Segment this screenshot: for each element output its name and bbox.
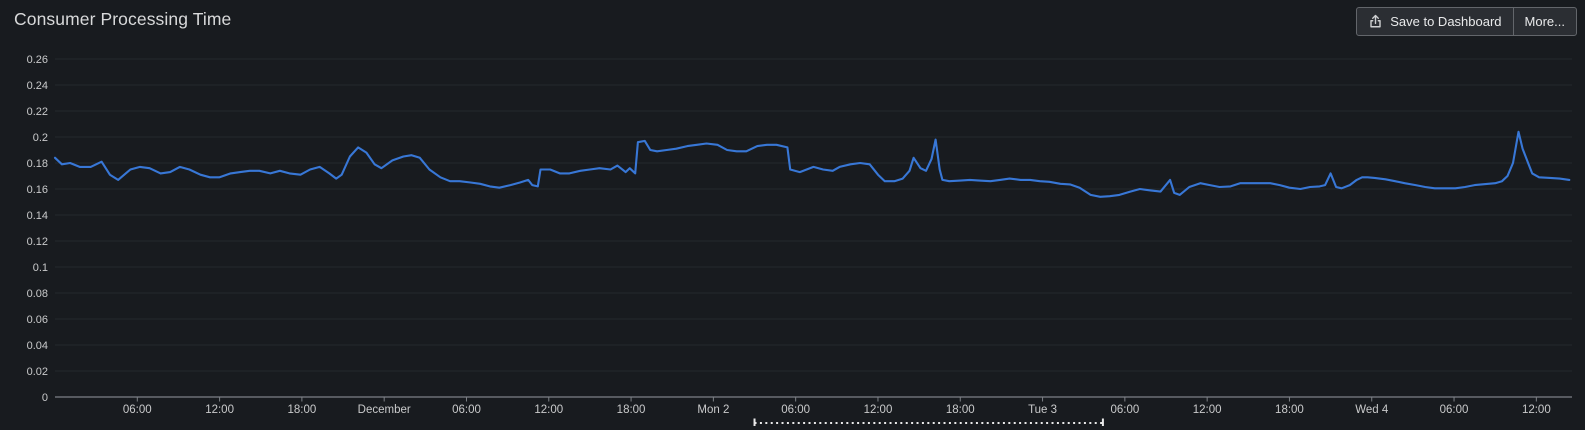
series-line [53, 130, 1571, 198]
upload-icon [1368, 14, 1383, 29]
y-tick-label: 0.24 [27, 80, 48, 92]
panel-header: Consumer Processing Time Save to Dashboa… [0, 0, 1585, 40]
x-tick-label: 18:00 [617, 404, 646, 416]
y-tick-label: 0.22 [27, 106, 48, 118]
y-tick-label: 0 [42, 392, 48, 404]
more-button-label: More... [1524, 14, 1565, 29]
x-tick-label: 06:00 [1440, 404, 1469, 416]
x-tick-label: 06:00 [781, 404, 810, 416]
toolbar: Save to Dashboard More... [1356, 7, 1577, 36]
x-tick-label: 18:00 [1275, 404, 1304, 416]
y-tick-label: 0.16 [27, 184, 48, 196]
x-tick-label: 12:00 [205, 404, 234, 416]
x-tick-label: 12:00 [1193, 404, 1222, 416]
x-tick-label: 06:00 [452, 404, 481, 416]
y-tick-label: 0.26 [27, 54, 48, 66]
y-tick-label: 0.02 [27, 366, 48, 378]
y-tick-label: 0.08 [27, 288, 48, 300]
x-tick-label: 12:00 [1522, 404, 1551, 416]
x-tick-label: 06:00 [1110, 404, 1139, 416]
x-tick-label: Tue 3 [1028, 404, 1057, 416]
more-button[interactable]: More... [1512, 8, 1576, 35]
y-tick-label: 0.1 [33, 262, 48, 274]
page-title: Consumer Processing Time [14, 9, 232, 29]
y-tick-label: 0.06 [27, 314, 48, 326]
y-tick-label: 0.04 [27, 340, 48, 352]
x-tick-label: Mon 2 [697, 404, 729, 416]
save-to-dashboard-button[interactable]: Save to Dashboard [1357, 8, 1512, 35]
x-tick-label: 12:00 [534, 404, 563, 416]
x-tick-label: December [358, 404, 411, 416]
x-tick-label: 18:00 [946, 404, 975, 416]
y-tick-label: 0.12 [27, 236, 48, 248]
x-tick-label: 12:00 [864, 404, 893, 416]
x-tick-label: 06:00 [123, 404, 152, 416]
y-tick-label: 0.2 [33, 132, 48, 144]
save-button-label: Save to Dashboard [1390, 14, 1502, 29]
x-tick-label: 18:00 [287, 404, 316, 416]
y-tick-label: 0.18 [27, 158, 48, 170]
y-tick-label: 0.14 [27, 210, 48, 222]
x-tick-label: Wed 4 [1355, 404, 1389, 416]
